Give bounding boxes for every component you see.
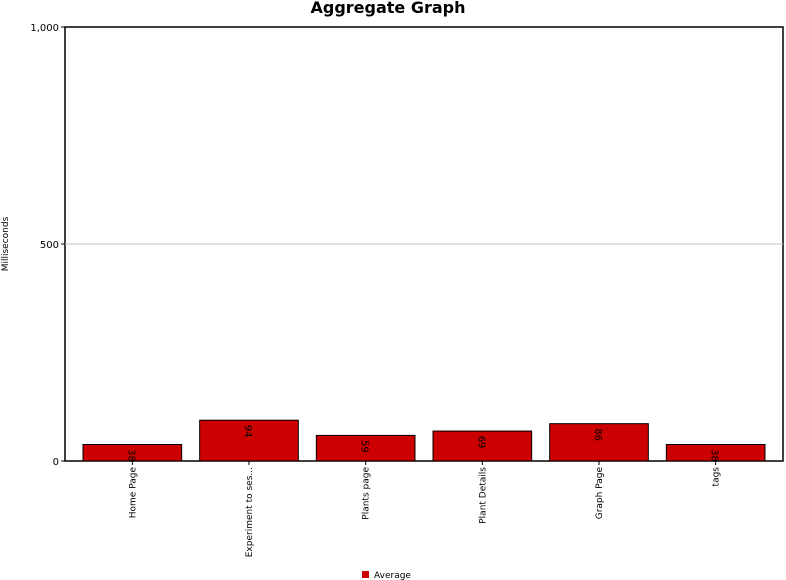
x-category-label-3: Plant Details [478,467,488,524]
x-category-label-2: Plants page [362,467,372,520]
y-tick-label-1: 500 [40,240,59,251]
data-label-0: 38 [125,449,136,462]
bars: 38 94 59 69 86 38 [82,419,766,462]
y-axis-ticks: 0 500 1,000 [30,23,65,468]
bar-1 [199,419,299,462]
data-label-5: 38 [709,449,720,462]
x-category-label-5: tags [712,467,722,487]
bar-3 [432,430,533,462]
bar-2 [315,434,416,462]
y-tick-label-0: 0 [53,457,59,468]
bar-4 [549,423,649,462]
x-axis-categories: Home Page Experiment to ses... Plants page… [128,461,722,557]
y-tick-label-2: 1,000 [30,23,59,34]
x-category-label-1: Experiment to ses... [245,467,255,557]
y-axis-label: Milliseconds [1,216,11,271]
data-label-4: 86 [592,428,603,441]
legend-swatch-average [362,571,369,578]
legend-label-average: Average [374,571,411,580]
data-label-1: 94 [242,425,253,438]
chart-title: Aggregate Graph [310,0,465,17]
data-label-2: 59 [359,440,370,453]
legend: Average [362,571,411,580]
x-category-label-4: Graph Page [595,467,605,520]
x-category-label-0: Home Page [128,467,138,519]
data-label-3: 69 [475,436,486,449]
